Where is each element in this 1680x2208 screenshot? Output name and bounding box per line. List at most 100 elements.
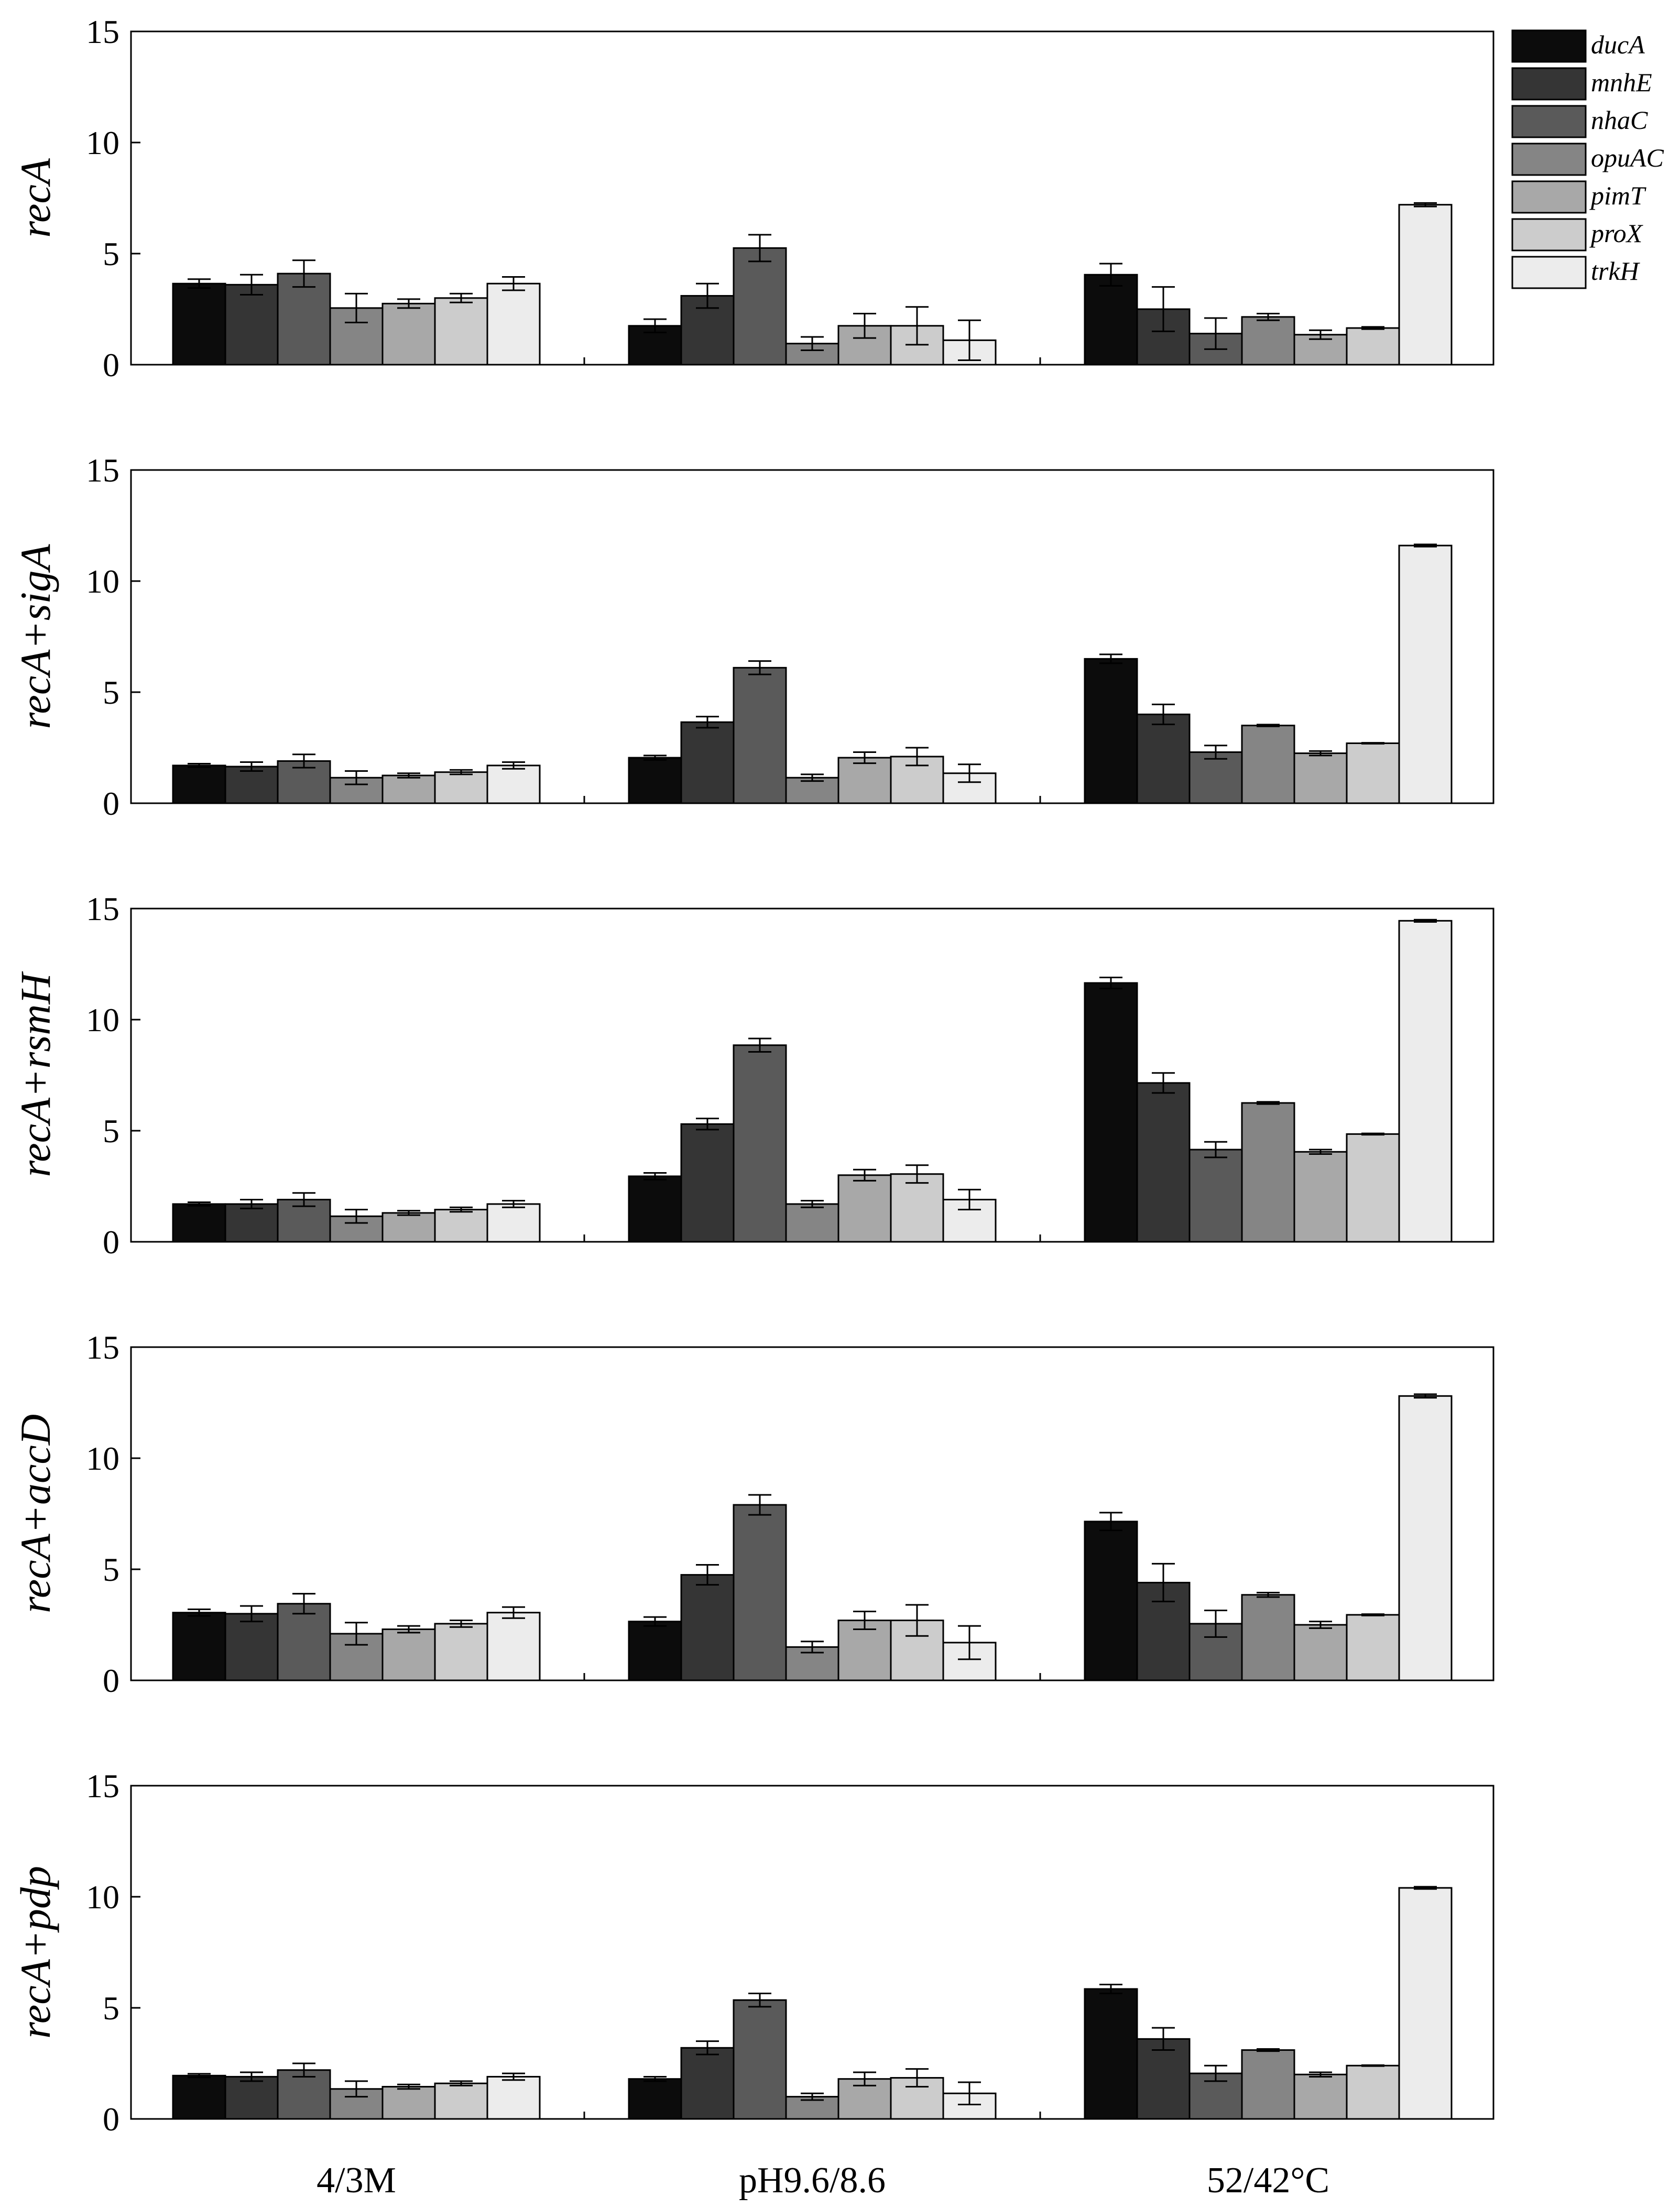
bar-trkH-3 <box>1398 204 1453 366</box>
bar-opuAC-3 <box>1241 725 1295 804</box>
bar-mnhE-2 <box>680 2047 735 2120</box>
legend-swatch-trkH <box>1511 256 1587 289</box>
error-bar-trkH-2 <box>958 1625 981 1660</box>
error-bar-mnhE-2 <box>696 1564 719 1586</box>
y-tick-label: 15 <box>86 1767 119 1805</box>
y-tick-label: 5 <box>103 1990 119 2027</box>
bar-proX-3 <box>1346 1133 1400 1243</box>
error-bar-ducA-2 <box>643 2075 667 2082</box>
x-category-label: pH9.6/8.6 <box>739 2160 886 2201</box>
legend-swatch-opuAC <box>1511 143 1587 176</box>
error-bar-pimT-2 <box>853 2071 876 2086</box>
error-bar-proX-1 <box>450 292 473 303</box>
bar-ducA-1 <box>172 764 226 804</box>
bar-nhaC-2 <box>733 247 787 366</box>
bar-ducA-2 <box>628 2078 682 2120</box>
bar-nhaC-3 <box>1188 751 1243 804</box>
bar-pimT-1 <box>381 1212 436 1243</box>
error-bar-ducA-3 <box>1099 1512 1122 1532</box>
bar-proX-3 <box>1346 1614 1400 1681</box>
legend-label-proX: proX <box>1589 218 1644 248</box>
y-tick-label: 15 <box>86 1329 119 1366</box>
error-bar-proX-3 <box>1361 742 1384 745</box>
error-bar-ducA-2 <box>643 1616 667 1627</box>
error-bar-pimT-1 <box>397 1210 420 1216</box>
error-bar-pimT-3 <box>1309 750 1332 757</box>
error-bar-mnhE-1 <box>240 761 263 772</box>
bar-trkH-1 <box>486 282 541 366</box>
error-bar-trkH-2 <box>958 319 981 362</box>
bar-proX-1 <box>434 1209 488 1243</box>
error-bar-ducA-1 <box>188 763 211 768</box>
legend-swatch-nhaC <box>1511 105 1587 138</box>
error-bar-nhaC-3 <box>1204 745 1227 760</box>
legend: ducA mnhE nhaC opuAC pimT proX trkH <box>1511 29 1664 289</box>
bar-mnhE-2 <box>680 1574 735 1681</box>
bar-nhaC-2 <box>733 666 787 804</box>
error-bar-proX-2 <box>906 2068 929 2088</box>
error-bar-nhaC-1 <box>292 259 315 288</box>
error-bar-ducA-1 <box>188 1608 211 1617</box>
error-bar-opuAC-2 <box>801 773 824 782</box>
error-bar-trkH-1 <box>502 761 525 770</box>
error-bar-nhaC-1 <box>292 2062 315 2078</box>
bar-mnhE-3 <box>1136 713 1191 804</box>
bar-mnhE-3 <box>1136 2038 1191 2120</box>
error-bar-trkH-2 <box>958 1188 981 1211</box>
error-bar-nhaC-2 <box>748 234 771 263</box>
error-bar-ducA-3 <box>1099 976 1122 990</box>
bar-ducA-2 <box>628 1621 682 1681</box>
error-bar-opuAC-3 <box>1257 312 1280 321</box>
bar-opuAC-1 <box>329 777 384 804</box>
bar-opuAC-2 <box>785 1203 839 1243</box>
error-bar-opuAC-3 <box>1257 2048 1280 2052</box>
error-bar-pimT-1 <box>397 2083 420 2090</box>
y-tick-label: 10 <box>86 1440 119 1477</box>
y-tick-label: 0 <box>103 346 119 384</box>
bar-ducA-3 <box>1084 274 1138 366</box>
panel-5: 0 5 10 15 recA+pdp 4/3M pH9.6/8.6 52/42°C <box>12 1767 1494 2201</box>
error-bar-nhaC-2 <box>748 660 771 675</box>
y-axis-label: recA <box>12 158 59 238</box>
bar-pimT-2 <box>837 1620 892 1681</box>
y-tick-label: 0 <box>103 1223 119 1261</box>
error-bar-opuAC-1 <box>345 1622 368 1646</box>
y-axis-label: recA+sigA <box>12 544 59 729</box>
y-tick-label: 10 <box>86 1001 119 1039</box>
error-bar-nhaC-3 <box>1204 2064 1227 2082</box>
error-bar-nhaC-1 <box>292 753 315 769</box>
error-bar-pimT-3 <box>1309 329 1332 340</box>
bar-ducA-1 <box>172 1612 226 1681</box>
bar-pimT-3 <box>1293 1151 1348 1243</box>
error-bar-nhaC-2 <box>748 1992 771 2008</box>
y-axis-label: recA+accD <box>12 1414 59 1613</box>
error-bar-opuAC-1 <box>345 2080 368 2098</box>
bar-opuAC-3 <box>1241 1594 1295 1681</box>
error-bar-proX-3 <box>1361 1613 1384 1616</box>
bar-pimT-1 <box>381 302 436 366</box>
error-bar-nhaC-1 <box>292 1593 315 1615</box>
bar-mnhE-1 <box>224 1203 279 1243</box>
error-bar-mnhE-2 <box>696 1118 719 1131</box>
error-bar-nhaC-3 <box>1204 1141 1227 1158</box>
bar-opuAC-2 <box>785 777 839 804</box>
bar-trkH-1 <box>486 1612 541 1681</box>
y-tick-label: 15 <box>86 890 119 927</box>
legend-label-opuAC: opuAC <box>1591 143 1664 172</box>
error-bar-pimT-1 <box>397 298 420 309</box>
y-tick-label: 10 <box>86 1878 119 1916</box>
legend-label-nhaC: nhaC <box>1591 105 1648 135</box>
error-bar-ducA-3 <box>1099 1983 1122 1994</box>
bar-proX-3 <box>1346 2064 1400 2120</box>
bar-proX-1 <box>434 297 488 366</box>
error-bar-mnhE-2 <box>696 282 719 309</box>
bar-pimT-1 <box>381 774 436 804</box>
error-bar-ducA-1 <box>188 1201 211 1207</box>
error-bar-trkH-3 <box>1414 543 1437 548</box>
bar-pimT-2 <box>837 1174 892 1243</box>
error-bar-opuAC-1 <box>345 1209 368 1224</box>
error-bar-pimT-1 <box>397 1625 420 1634</box>
error-bar-proX-1 <box>450 2080 473 2086</box>
bar-pimT-3 <box>1293 2073 1348 2120</box>
